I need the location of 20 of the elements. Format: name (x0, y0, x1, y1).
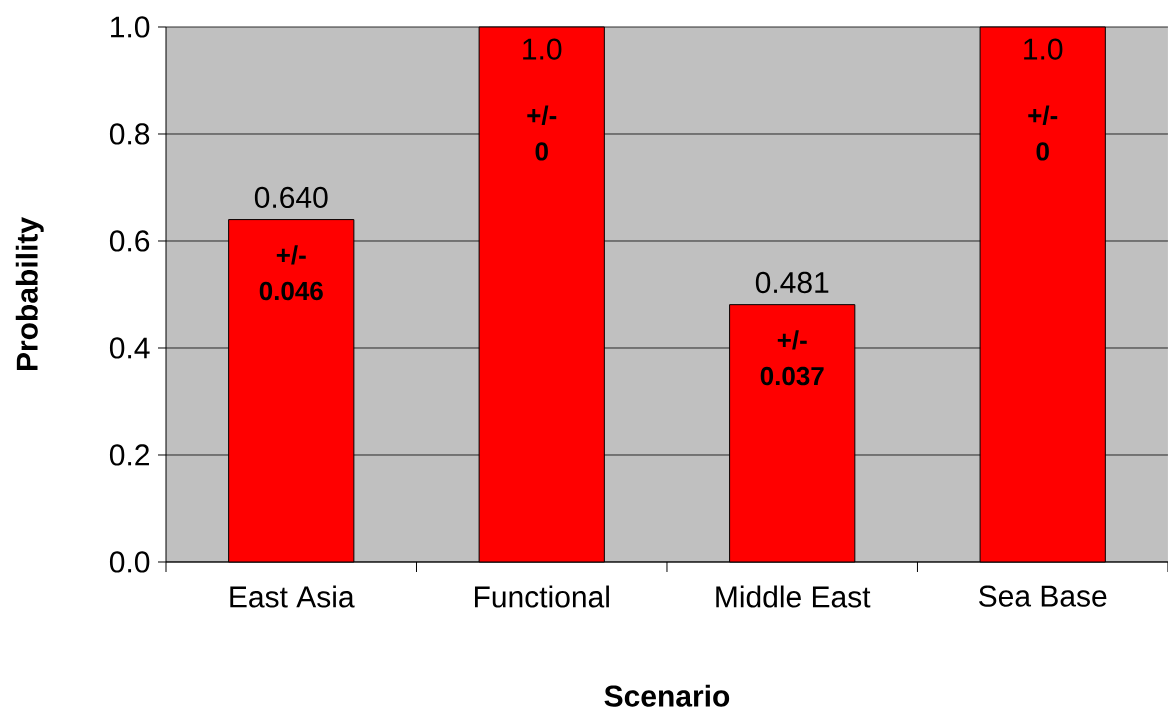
x-tick-label: Middle East (716, 585, 871, 608)
y-tick-label: 0.6 (109, 230, 150, 252)
y-tick-label: 0.4 (109, 337, 150, 359)
data-label: 0.640 (254, 186, 328, 209)
x-tick-label: East Asia (230, 585, 355, 608)
annotation: +/- 0.037 (760, 330, 824, 386)
annotation: +/- 0.046 (259, 245, 323, 301)
data-label: 0.481 (755, 271, 829, 294)
x-tick-label: Functional (474, 585, 609, 608)
data-label: 1.0 (1024, 38, 1063, 60)
annotation: +/- 0 (527, 105, 557, 161)
x-tick-label: Sea Base (979, 585, 1107, 607)
y-axis-title: Probability (15, 217, 44, 370)
y-tick-label: 0.2 (109, 444, 149, 466)
x-axis-title: Scenario (604, 684, 730, 707)
y-tick-label: 0.8 (109, 123, 150, 145)
y-tick-label: 0.0 (109, 551, 150, 573)
data-label: 1.0 (523, 38, 562, 60)
annotation: +/- 0 (1028, 105, 1058, 161)
y-tick-label: 1.0 (111, 16, 150, 38)
